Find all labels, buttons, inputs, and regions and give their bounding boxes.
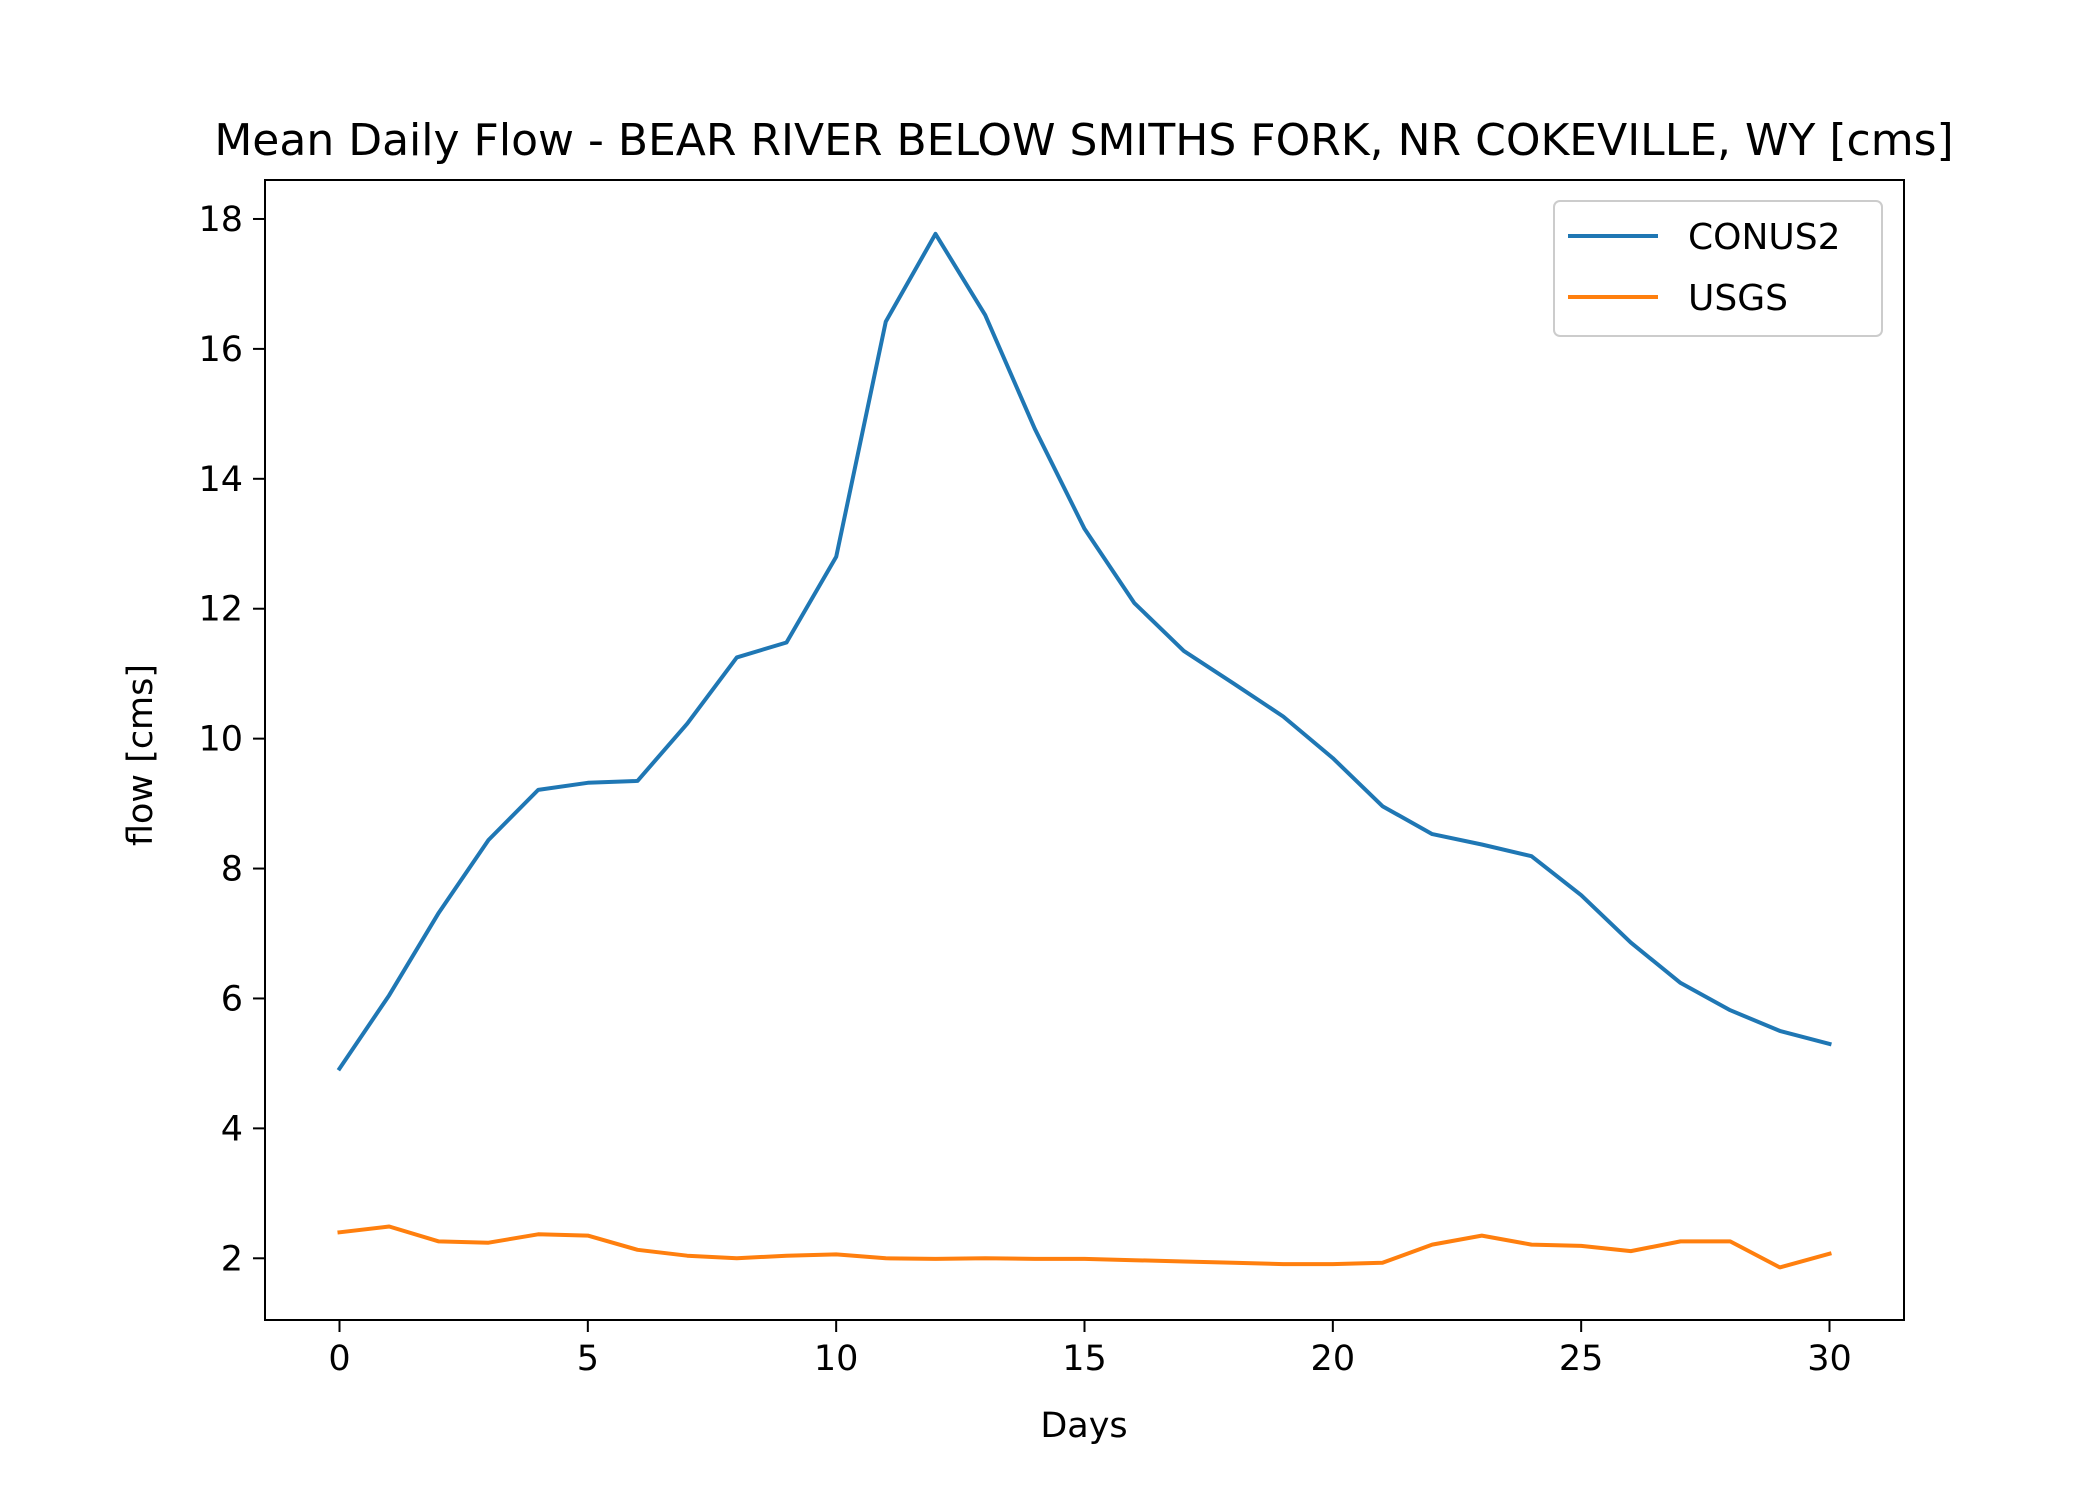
y-tick-label: 12 [198, 590, 243, 630]
y-tick-label: 8 [221, 850, 243, 890]
x-axis-label: Days [1040, 1406, 1127, 1446]
y-tick-label: 18 [198, 200, 243, 240]
x-tick-label: 15 [1062, 1339, 1107, 1379]
legend: CONUS2 USGS [1553, 200, 1883, 337]
x-tick-label: 25 [1559, 1339, 1604, 1379]
y-axis-ticks: 2 4 6 8 10 12 14 16 18 [198, 200, 265, 1279]
y-tick-label: 10 [198, 720, 243, 760]
y-tick-label: 16 [198, 330, 243, 370]
y-tick-label: 2 [221, 1239, 243, 1279]
legend-label-conus2: CONUS2 [1688, 217, 1841, 258]
x-axis-ticks: 0 5 10 15 20 25 30 [328, 1320, 1852, 1379]
y-tick-label: 14 [198, 460, 243, 500]
series-line-conus2 [336, 231, 1832, 1072]
x-tick-label: 5 [577, 1339, 599, 1379]
x-tick-label: 0 [328, 1339, 350, 1379]
x-tick-label: 30 [1807, 1339, 1852, 1379]
series-line-usgs [337, 1224, 1832, 1270]
y-tick-label: 4 [221, 1109, 243, 1149]
legend-label-usgs: USGS [1688, 278, 1788, 319]
y-axis-label: flow [cms] [121, 664, 161, 846]
y-tick-label: 6 [221, 979, 243, 1019]
x-tick-label: 20 [1311, 1339, 1356, 1379]
chart-title: Mean Daily Flow - BEAR RIVER BELOW SMITH… [214, 115, 1953, 166]
x-tick-label: 10 [814, 1339, 859, 1379]
